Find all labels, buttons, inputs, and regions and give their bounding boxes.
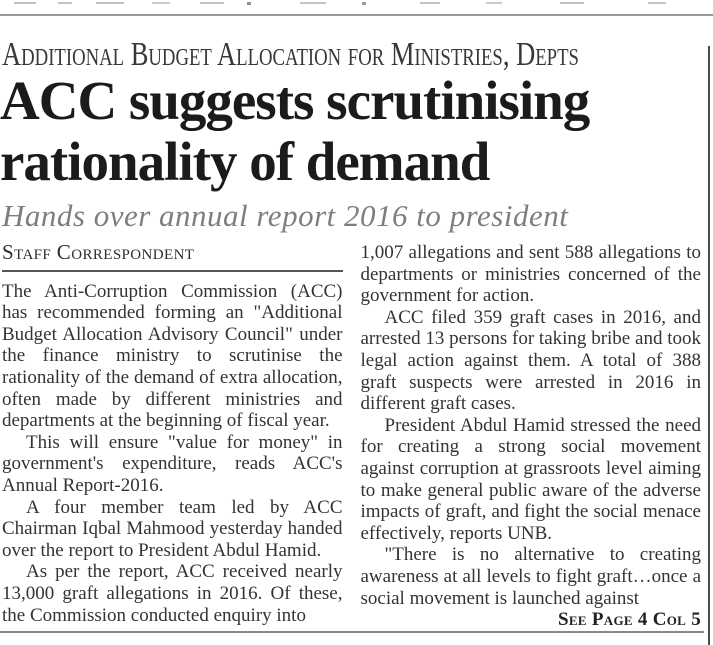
headline-line-1: ACC suggests scrutinising xyxy=(0,70,590,131)
article-body: Staff Correspondent The Anti-Corruption … xyxy=(2,240,702,631)
subheadline: Hands over annual report 2016 to preside… xyxy=(2,198,569,233)
column-right: 1,007 allegations and sent 588 allegatio… xyxy=(361,242,702,631)
paragraph: President Abdul Hamid stressed the need … xyxy=(360,414,702,544)
column-left: Staff Correspondent The Anti-Corruption … xyxy=(2,240,343,631)
headline-line-2: rationality of demand xyxy=(0,131,490,192)
kicker-headline: Additional Budget Allocation for Ministr… xyxy=(2,36,579,73)
paragraph: ACC filed 359 graft cases in 2016, and a… xyxy=(360,306,702,415)
paragraph: As per the report, ACC received nearly 1… xyxy=(2,561,343,626)
paragraph: The Anti-Corruption Commission (ACC) has… xyxy=(2,280,343,432)
paragraph: "There is no alternative to creating awa… xyxy=(360,544,702,609)
cropped-text-remnant xyxy=(0,2,713,5)
byline-text: Staff Correspondent xyxy=(2,240,195,264)
bottom-divider-rule xyxy=(0,631,704,633)
paragraph: 1,007 allegations and sent 588 allegatio… xyxy=(360,242,702,307)
continuation-note: See Page 4 Col 5 xyxy=(558,609,701,631)
column-divider-right xyxy=(708,46,710,645)
top-divider-rule xyxy=(0,14,713,16)
byline: Staff Correspondent xyxy=(2,240,343,272)
main-headline: ACC suggests scrutinising rationality of… xyxy=(0,70,590,192)
paragraph: This will ensure "value for money" in go… xyxy=(2,431,343,496)
paragraph: A four member team led by ACC Chairman I… xyxy=(2,496,343,561)
